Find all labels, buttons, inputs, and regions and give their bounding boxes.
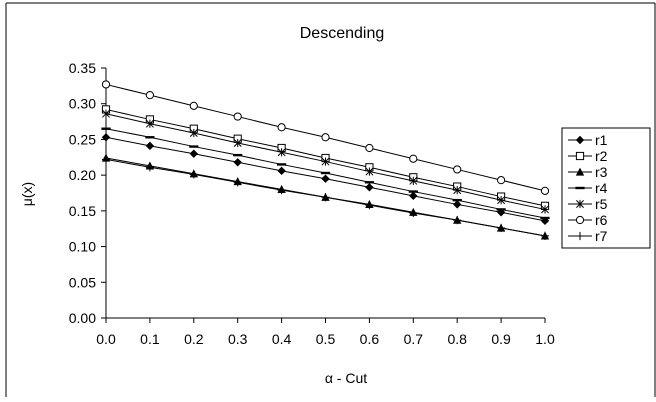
- data-point-r7: [189, 170, 198, 179]
- data-point-r6: [101, 80, 111, 89]
- y-axis-label: μ(x): [19, 182, 35, 206]
- data-point-r1: [101, 133, 111, 142]
- y-tick-label: 0.20: [69, 167, 96, 183]
- x-tick-label: 0.4: [272, 331, 292, 347]
- data-point-r6: [453, 165, 462, 174]
- y-tick-label: 0.15: [69, 203, 96, 219]
- data-point-r1: [409, 191, 418, 201]
- data-point-r5: [497, 196, 506, 205]
- legend-label-r5: r5: [595, 196, 608, 212]
- x-tick-label: 0.8: [447, 331, 467, 347]
- y-tick-label: 0.00: [69, 310, 96, 326]
- legend-label-r4: r4: [595, 180, 608, 196]
- data-point-r5: [365, 167, 374, 176]
- x-tick-label: 0.5: [316, 331, 336, 347]
- y-tick-label: 0.35: [69, 60, 96, 76]
- data-point-r1: [277, 166, 286, 176]
- plot-area: 0.00 0.05 0.10 0.15 0.20 0.25 0.30 0.35 0.0 0.1 0.…: [69, 60, 555, 347]
- y-tick-label: 0.10: [69, 239, 96, 255]
- legend-marker-r7: [575, 231, 585, 241]
- legend-marker-r2: [575, 151, 585, 161]
- data-point-r1: [145, 141, 155, 151]
- data-point-r5: [321, 157, 330, 166]
- data-point-r7: [101, 155, 111, 164]
- data-point-r7: [365, 201, 374, 210]
- legend-item-r6: r6: [568, 212, 608, 228]
- data-point-r1: [189, 149, 198, 158]
- legend-label-r7: r7: [595, 228, 608, 244]
- data-point-r5: [409, 176, 418, 185]
- legend-marker-r6: [575, 215, 585, 225]
- legend-label-r1: r1: [595, 132, 608, 148]
- data-point-r5: [233, 138, 242, 148]
- legend-marker-r5: [576, 199, 584, 209]
- data-point-r6: [409, 154, 418, 163]
- data-point-r7: [145, 163, 154, 172]
- data-point-r7: [497, 223, 506, 233]
- data-point-r5: [189, 128, 198, 138]
- x-tick-label: 0.7: [404, 331, 424, 347]
- data-point-r1: [453, 200, 462, 209]
- x-tick-label: 0.1: [140, 331, 160, 347]
- legend-marker-r3: [575, 167, 585, 176]
- data-point-r5: [145, 119, 154, 128]
- legend-item-r5: r5: [568, 196, 608, 212]
- data-point-r6: [277, 123, 286, 132]
- data-point-r6: [540, 186, 550, 195]
- legend-item-r1: r1: [568, 132, 608, 148]
- legend-item-r7: r7: [568, 228, 608, 244]
- legend-item-r2: r2: [568, 148, 608, 164]
- data-point-r7: [321, 193, 330, 202]
- x-tick-label: 0.6: [360, 331, 380, 347]
- data-point-r5: [541, 205, 549, 214]
- legend-label-r6: r6: [595, 212, 608, 228]
- data-point-r1: [365, 183, 374, 192]
- data-point-r7: [453, 216, 462, 225]
- legend-label-r2: r2: [595, 148, 608, 164]
- x-axis-label: α - Cut: [325, 370, 367, 386]
- x-tick-label: 0.3: [228, 331, 248, 347]
- x-tick-label: 0.9: [491, 331, 511, 347]
- data-point-r7: [233, 178, 242, 187]
- y-tick-label: 0.25: [69, 131, 96, 147]
- legend-item-r3: r3: [568, 164, 608, 180]
- data-point-r6: [497, 176, 506, 185]
- data-point-r6: [189, 101, 198, 110]
- data-point-r6: [365, 143, 374, 153]
- y-tick-label: 0.05: [69, 274, 96, 290]
- data-point-r7: [277, 186, 286, 195]
- data-point-r5: [453, 186, 462, 195]
- data-point-r6: [321, 133, 330, 142]
- legend-marker-r1: [575, 135, 585, 145]
- chart-title: Descending: [300, 25, 385, 42]
- data-point-r1: [321, 174, 330, 183]
- data-point-r7: [409, 208, 418, 218]
- y-tick-label: 0.30: [69, 96, 96, 112]
- legend-item-r4: r4: [568, 180, 608, 196]
- data-point-r5: [277, 148, 286, 157]
- data-point-r6: [233, 112, 242, 121]
- data-point-r7: [540, 231, 550, 240]
- x-tick-label: 0.2: [184, 331, 204, 347]
- legend-label-r3: r3: [595, 164, 608, 180]
- data-point-r6: [145, 91, 154, 100]
- data-point-r5: [102, 109, 110, 118]
- x-tick-label: 0.0: [96, 331, 116, 347]
- data-point-r1: [233, 158, 242, 167]
- x-tick-label: 1.0: [535, 331, 555, 347]
